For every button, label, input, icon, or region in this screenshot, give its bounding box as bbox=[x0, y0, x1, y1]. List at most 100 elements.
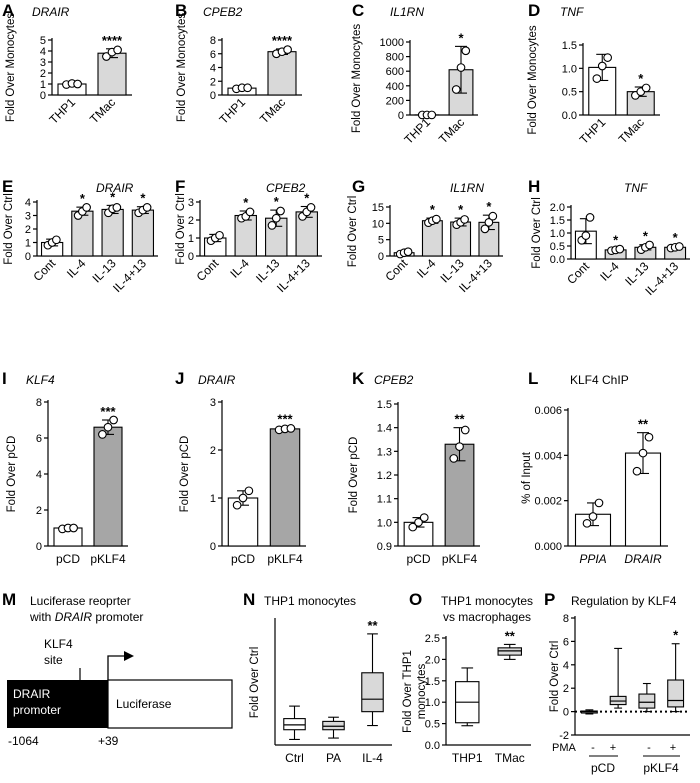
panel-j-xtick-label-1: pKLF4 bbox=[267, 552, 303, 566]
panel-e-xtick-label-0: Cont bbox=[30, 256, 58, 284]
tss-arrow-head bbox=[124, 651, 134, 661]
panel-g-significance-2: * bbox=[458, 202, 464, 217]
promoter-label-2: promoter bbox=[13, 703, 61, 717]
panel-a-bar-1 bbox=[97, 52, 127, 96]
panel-h-significance-2: * bbox=[643, 229, 649, 244]
panel-a-ytick-label-4: 4 bbox=[40, 46, 46, 58]
panel-i-significance-1: *** bbox=[100, 404, 116, 419]
panel-h-significance-3: * bbox=[673, 230, 679, 245]
panel-o-title-line1: THP1 monocytes bbox=[441, 594, 533, 608]
pma-label: PMA bbox=[552, 742, 577, 754]
panel-l-bar-1 bbox=[624, 452, 662, 547]
panel-m-title-promoter: promoter bbox=[92, 610, 143, 624]
panel-k-significance-1: ** bbox=[454, 412, 465, 427]
panel-i-point-1-0 bbox=[98, 430, 107, 439]
panel-p-ylabel: Fold Over Ctrl bbox=[549, 641, 561, 713]
panel-i-ylabel: Fold Over pCD bbox=[6, 436, 18, 513]
tss-arrow-line bbox=[107, 655, 124, 680]
panel-o-ytick-label-4: 2.0 bbox=[425, 654, 440, 666]
panel-f-significance-2: * bbox=[274, 194, 280, 209]
panel-l-point-1-0 bbox=[632, 466, 642, 476]
panel-o-ytick-label-1: 0.5 bbox=[425, 719, 440, 731]
panel-k-ytick-label-6: 1.5 bbox=[377, 399, 392, 411]
panel-letter-d: D bbox=[528, 1, 540, 20]
panel-l-point-0-1 bbox=[588, 512, 598, 521]
panel-f-point-2-2 bbox=[276, 206, 285, 216]
klf4-site-label-1: KLF4 bbox=[44, 637, 73, 651]
panel-c-ytick-label-2: 400 bbox=[386, 81, 404, 93]
panel-i-point-0-2 bbox=[69, 523, 78, 533]
panel-l-xtick-label-0: PPIA bbox=[579, 552, 606, 566]
panel-g-point-3-2 bbox=[488, 211, 498, 221]
panel-o-box-1 bbox=[497, 647, 522, 656]
panel-n-title: THP1 monocytes bbox=[264, 594, 356, 608]
panel-f-point-3-2 bbox=[306, 203, 316, 212]
klf4-site-label-2: site bbox=[44, 653, 63, 667]
panel-b-ytick-label-0: 0 bbox=[210, 90, 216, 102]
panel-j-ytick-label-1: 1 bbox=[210, 493, 216, 505]
panel-h-xtick-label-1: IL-4 bbox=[597, 259, 622, 284]
panel-l-ytick-label-3: 0.006 bbox=[534, 405, 562, 417]
panel-letter-l: L bbox=[528, 369, 538, 388]
panel-e-significance-2: * bbox=[110, 189, 116, 204]
panel-f-xtick-label-0: Cont bbox=[194, 256, 222, 284]
panel-letter-n: N bbox=[243, 590, 255, 609]
panel-c-ytick-label-1: 200 bbox=[386, 95, 404, 107]
panel-e-xtick-label-1: IL-4 bbox=[64, 256, 89, 281]
panel-b-ytick-label-1: 2 bbox=[210, 76, 216, 88]
panel-k-ytick-label-4: 1.3 bbox=[377, 446, 392, 458]
panel-d-xtick-label-0: THP1 bbox=[577, 115, 609, 147]
panel-p-ytick-label-3: 4 bbox=[563, 660, 569, 672]
panel-i-xtick-label-0: pCD bbox=[56, 552, 80, 566]
panel-j-point-0-2 bbox=[244, 486, 254, 496]
panel-j-ytick-label-3: 3 bbox=[210, 397, 216, 409]
panel-c-point-0-2 bbox=[427, 110, 437, 120]
panel-e-bar-3 bbox=[131, 209, 155, 257]
panel-e-ytick-label-4: 4 bbox=[25, 197, 31, 209]
panel-e-significance-1: * bbox=[80, 191, 86, 206]
panel-h-xtick-label-0: Cont bbox=[564, 259, 592, 287]
panel-b-ytick-label-4: 8 bbox=[210, 35, 216, 47]
panel-f-xtick-label-1: IL-4 bbox=[227, 256, 252, 281]
panel-g-ylabel: Fold Over Ctrl bbox=[347, 196, 359, 268]
pma-group-pklf4: pKLF4 bbox=[643, 761, 679, 775]
panel-n-box-0 bbox=[283, 718, 306, 731]
panel-i-point-1-2 bbox=[109, 415, 118, 425]
panel-p-box-3 bbox=[667, 679, 685, 708]
panel-b-point-0-2 bbox=[243, 83, 252, 93]
panel-letter-j: J bbox=[175, 369, 184, 388]
panel-d-point-0-2 bbox=[603, 53, 612, 62]
panel-f-point-2-1 bbox=[271, 213, 281, 223]
panel-e-ytick-label-3: 3 bbox=[25, 211, 31, 223]
pma-sign-3: - bbox=[647, 742, 651, 754]
pma-sign-2: + bbox=[610, 742, 616, 754]
panel-a-significance-1: **** bbox=[102, 33, 123, 48]
panel-k-ytick-label-3: 1.2 bbox=[377, 470, 392, 482]
panel-l-xtick-label-1: DRAIR bbox=[624, 552, 662, 566]
panel-b-ytick-label-3: 6 bbox=[210, 49, 216, 61]
panel-p-title: Regulation by KLF4 bbox=[571, 594, 677, 608]
panel-o-ytick-label-3: 1.5 bbox=[425, 676, 440, 688]
panel-l-point-1-1 bbox=[638, 448, 648, 458]
panel-h-point-3-2 bbox=[674, 242, 684, 251]
panel-l-point-0-2 bbox=[594, 498, 604, 508]
panel-f-point-1-2 bbox=[245, 207, 255, 217]
panel-k-point-0-0 bbox=[408, 522, 418, 532]
pma-group-pcd: pCD bbox=[591, 761, 615, 775]
panel-k-ytick-label-0: 0.9 bbox=[377, 541, 392, 553]
panel-o-title-line2: vs macrophages bbox=[443, 610, 531, 624]
panel-e-xtick-label-3: IL-4+13 bbox=[110, 256, 149, 295]
panel-h-point-1-2 bbox=[615, 244, 625, 254]
panel-g-ytick-label-1: 5 bbox=[378, 235, 384, 247]
panel-g-title: IL1RN bbox=[450, 181, 484, 195]
panel-h-ytick-label-4: 2.0 bbox=[550, 202, 565, 214]
panel-c-xtick-label-1: TMac bbox=[436, 115, 467, 146]
panel-d-ytick-label-2: 1.0 bbox=[562, 63, 577, 75]
panel-h-xtick-label-3: IL-4+13 bbox=[642, 259, 681, 298]
panel-f-xtick-label-3: IL-4+13 bbox=[274, 256, 313, 295]
panel-o-ytick-label-2: 1.0 bbox=[425, 697, 440, 709]
panel-o-xtick-label-0: THP1 bbox=[452, 751, 483, 765]
panel-b-ylabel: Fold Over Monocytes bbox=[176, 13, 188, 123]
panel-j-xtick-label-0: pCD bbox=[231, 552, 255, 566]
